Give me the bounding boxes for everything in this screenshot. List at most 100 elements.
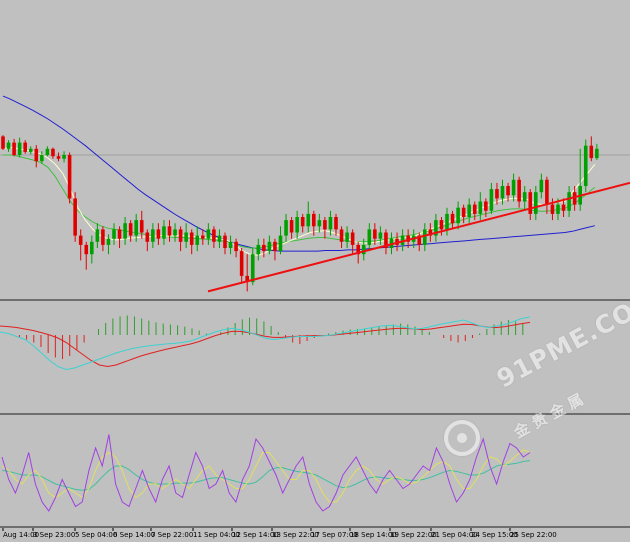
candle-body bbox=[467, 204, 471, 217]
candle-body bbox=[406, 235, 410, 242]
time-label: 6 Sep 14:00 bbox=[113, 531, 155, 539]
time-label: 21 Sep 04:00 bbox=[431, 531, 478, 539]
candle-body bbox=[62, 155, 66, 159]
watermark: 91PME.COM 金 贵 金 属 bbox=[440, 284, 630, 462]
candle-body bbox=[450, 213, 455, 224]
candle-body bbox=[128, 223, 133, 236]
candle-body bbox=[117, 229, 122, 239]
candle-body bbox=[350, 232, 355, 245]
candle-body bbox=[262, 244, 266, 252]
candle-body bbox=[434, 220, 438, 236]
time-label: 3 Sep 23:00 bbox=[33, 531, 75, 539]
stoch-signal-line bbox=[1, 460, 531, 491]
candle-body bbox=[145, 232, 150, 242]
candle-body bbox=[178, 229, 183, 242]
candle-body bbox=[78, 235, 83, 245]
candle-body bbox=[173, 229, 177, 236]
candle-body bbox=[134, 220, 138, 236]
watermark-subtext: 金 贵 金 属 bbox=[510, 390, 587, 442]
candle-body bbox=[312, 213, 316, 227]
candle-body bbox=[223, 235, 227, 248]
time-label: 19 Sep 22:00 bbox=[390, 531, 437, 539]
time-label: 25 Sep 22:00 bbox=[510, 531, 557, 539]
candle-body bbox=[583, 145, 588, 186]
candle-body bbox=[539, 179, 544, 193]
candle-body bbox=[478, 201, 483, 214]
candle-body bbox=[328, 217, 333, 230]
candle-body bbox=[556, 204, 560, 214]
candle-body bbox=[384, 232, 388, 248]
main-price-panel[interactable] bbox=[0, 95, 630, 293]
time-label: 12 Sep 14:00 bbox=[232, 531, 279, 539]
candle-body bbox=[367, 229, 372, 245]
candle-body bbox=[495, 189, 499, 199]
candle-body bbox=[428, 229, 433, 236]
candle-body bbox=[545, 179, 549, 205]
candle-body bbox=[506, 186, 510, 196]
candle-body bbox=[417, 235, 422, 245]
macd-signal-line bbox=[0, 321, 531, 368]
candle-body bbox=[373, 229, 377, 239]
candle-body bbox=[239, 251, 244, 276]
panel-divider-macd bbox=[0, 413, 630, 415]
candle-body bbox=[273, 241, 277, 252]
candle-body bbox=[90, 241, 94, 255]
candle-body bbox=[295, 217, 299, 233]
candle-body bbox=[45, 148, 50, 155]
candle-body bbox=[256, 244, 261, 255]
candle-body bbox=[123, 223, 127, 239]
candle-body bbox=[534, 192, 538, 214]
candle-body bbox=[250, 254, 255, 283]
time-label: Aug 14:00 bbox=[3, 531, 39, 539]
time-label: 13 Sep 22:00 bbox=[272, 531, 319, 539]
candle-body bbox=[212, 229, 216, 242]
candle-body bbox=[167, 226, 172, 236]
candle-body bbox=[278, 235, 283, 252]
candle-body bbox=[300, 217, 305, 227]
candle-body bbox=[561, 204, 566, 211]
macd-panel[interactable] bbox=[0, 315, 531, 371]
time-label: 24 Sep 15:00 bbox=[471, 531, 518, 539]
candle-body bbox=[456, 207, 460, 224]
candle-body bbox=[95, 229, 100, 242]
candle-body bbox=[306, 213, 311, 227]
stochastic-panel[interactable] bbox=[1, 434, 531, 512]
candle-body bbox=[500, 186, 505, 199]
candle-body bbox=[151, 229, 155, 242]
candle-body bbox=[589, 145, 594, 159]
candle-body bbox=[84, 244, 89, 255]
candle-body bbox=[356, 244, 360, 255]
logo-ring-icon bbox=[444, 420, 480, 456]
panel-divider-stoch bbox=[0, 526, 630, 528]
panel-divider-main bbox=[0, 299, 630, 301]
macd-main-line bbox=[0, 316, 531, 371]
candle-body bbox=[445, 213, 449, 230]
candle-body bbox=[284, 220, 288, 236]
ma-slow-line bbox=[2, 95, 596, 252]
candle-body bbox=[73, 198, 77, 236]
time-axis: Aug 14:003 Sep 23:00 5 Sep 04:006 Sep 14:… bbox=[2, 527, 557, 539]
candle-body bbox=[484, 201, 488, 211]
candle-body bbox=[106, 238, 111, 245]
candle-body bbox=[472, 204, 477, 214]
candle-body bbox=[595, 148, 599, 159]
candle-body bbox=[28, 148, 33, 152]
candle-body bbox=[567, 192, 571, 211]
candle-body bbox=[572, 192, 577, 205]
candle-body bbox=[195, 235, 200, 245]
candle-body bbox=[267, 241, 272, 252]
stoch-d-line bbox=[1, 449, 531, 503]
time-label: 17 Sep 07:00 bbox=[311, 531, 358, 539]
candle-body bbox=[56, 156, 61, 159]
candle-body bbox=[228, 241, 233, 248]
stoch-k-line bbox=[1, 434, 531, 512]
candle-body bbox=[1, 136, 5, 149]
candle-body bbox=[289, 220, 294, 233]
candle-body bbox=[461, 207, 466, 217]
candle-body bbox=[51, 148, 55, 157]
candle-body bbox=[423, 229, 427, 245]
candle-body bbox=[339, 229, 344, 242]
candle-body bbox=[206, 229, 211, 239]
candle-body bbox=[184, 232, 188, 242]
